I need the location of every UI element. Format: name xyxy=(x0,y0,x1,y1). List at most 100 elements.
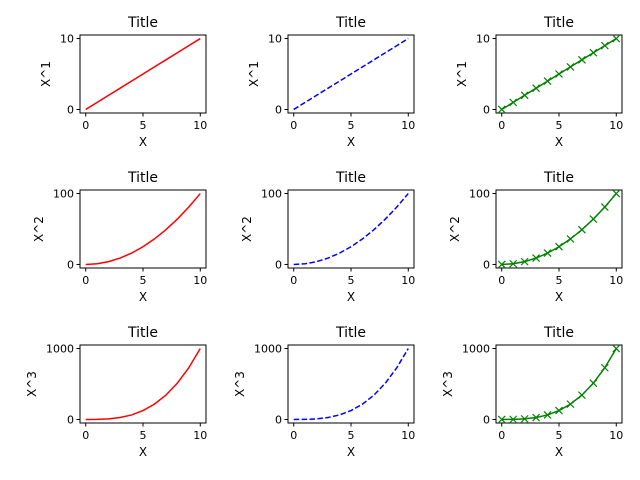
y-tick-label: 10 xyxy=(476,33,490,46)
y-axis-label: X^2 xyxy=(32,216,46,242)
x-tick-label: 10 xyxy=(193,119,207,132)
y-tick-label: 100 xyxy=(469,188,490,201)
axes-frame xyxy=(79,189,207,269)
x-tick-label: 0 xyxy=(290,274,297,287)
series-line xyxy=(85,348,201,421)
x-tick-label: 10 xyxy=(401,274,415,287)
axes-frame xyxy=(495,189,623,269)
data-point-marker xyxy=(566,235,575,243)
x-tick-label: 0 xyxy=(290,429,297,442)
y-tick-label: 100 xyxy=(261,188,282,201)
data-point-marker xyxy=(612,189,621,198)
series-line xyxy=(85,193,201,266)
x-tick-label: 5 xyxy=(140,429,147,442)
x-axis-label: X xyxy=(347,445,355,459)
data-point-marker xyxy=(600,203,609,211)
y-axis-label: X^1 xyxy=(39,61,53,87)
series-line xyxy=(85,37,201,111)
data-point-marker xyxy=(577,225,586,234)
x-tick-label: 5 xyxy=(140,119,147,132)
subplot-title: Title xyxy=(335,15,366,31)
data-point-marker xyxy=(520,257,529,266)
x-axis-label: X xyxy=(555,290,563,304)
x-axis-label: X xyxy=(139,290,147,304)
data-point-marker xyxy=(543,77,552,86)
data-point-marker xyxy=(497,260,506,269)
x-tick-label: 10 xyxy=(401,119,415,132)
y-axis-label: X^1 xyxy=(455,61,469,87)
y-tick-label: 0 xyxy=(275,258,282,271)
y-axis-label: X^3 xyxy=(233,371,247,397)
y-tick-label: 1000 xyxy=(254,343,282,356)
subplot-title: Title xyxy=(127,325,158,341)
subplot-7: Title 0 5 10 0 1000 X X^3 xyxy=(25,325,207,459)
y-tick-label: 0 xyxy=(67,258,74,271)
x-tick-label: 0 xyxy=(290,119,297,132)
y-tick-label: 1000 xyxy=(46,343,74,356)
data-point-marker xyxy=(589,215,598,223)
data-point-marker xyxy=(577,55,586,64)
data-point-marker xyxy=(520,91,529,100)
subplot-title: Title xyxy=(127,170,158,186)
x-tick-label: 5 xyxy=(556,429,563,442)
y-axis-label: X^2 xyxy=(448,216,462,242)
y-tick-label: 100 xyxy=(53,188,74,201)
data-point-marker xyxy=(509,415,518,424)
data-point-marker xyxy=(532,254,541,262)
series-line xyxy=(293,37,409,111)
x-axis-label: X xyxy=(347,135,355,149)
data-point-marker xyxy=(509,98,518,107)
y-tick-label: 0 xyxy=(275,413,282,426)
data-point-marker xyxy=(543,410,552,419)
y-tick-label: 0 xyxy=(275,103,282,116)
x-axis-label: X xyxy=(347,290,355,304)
axes-frame xyxy=(287,189,415,269)
x-tick-label: 5 xyxy=(348,119,355,132)
subplot-title: Title xyxy=(543,15,574,31)
subplot-title: Title xyxy=(335,325,366,341)
data-point-marker xyxy=(497,105,506,114)
data-point-marker xyxy=(577,391,586,400)
series-line xyxy=(293,348,409,421)
x-tick-label: 5 xyxy=(348,274,355,287)
data-point-marker xyxy=(509,259,518,268)
y-tick-label: 10 xyxy=(60,33,74,46)
x-axis-label: X xyxy=(555,135,563,149)
y-axis-label: X^3 xyxy=(441,371,455,397)
data-point-marker xyxy=(600,41,609,50)
subplot-9: Title 0 5 10 0 1000 X X^3 xyxy=(441,325,623,459)
subplot-title: Title xyxy=(543,170,574,186)
y-tick-label: 0 xyxy=(483,413,490,426)
y-axis-label: X^3 xyxy=(25,371,39,397)
data-point-marker xyxy=(555,406,563,415)
data-point-marker xyxy=(612,34,621,43)
data-point-marker xyxy=(589,379,598,388)
y-tick-label: 1000 xyxy=(462,343,490,356)
data-point-marker xyxy=(566,62,575,71)
x-tick-label: 0 xyxy=(498,119,505,132)
data-point-marker xyxy=(543,249,552,258)
x-tick-label: 10 xyxy=(609,429,623,442)
y-tick-label: 0 xyxy=(483,103,490,116)
series-line xyxy=(501,348,617,421)
subplot-1: Title 0 5 10 0 10 X X^1 xyxy=(39,15,207,149)
data-point-marker xyxy=(532,413,541,422)
x-tick-label: 10 xyxy=(193,429,207,442)
x-axis-label: X xyxy=(555,445,563,459)
y-tick-label: 0 xyxy=(67,103,74,116)
y-tick-label: 0 xyxy=(483,258,490,271)
data-point-marker xyxy=(520,414,529,423)
data-point-marker xyxy=(532,84,541,93)
subplot-2: Title 0 5 10 0 10 X X^1 xyxy=(247,15,415,149)
x-tick-label: 10 xyxy=(609,274,623,287)
x-tick-label: 0 xyxy=(82,119,89,132)
x-tick-label: 5 xyxy=(348,429,355,442)
y-axis-label: X^2 xyxy=(240,216,254,242)
x-tick-label: 5 xyxy=(556,274,563,287)
subplot-title: Title xyxy=(543,325,574,341)
series-line xyxy=(501,193,617,266)
x-tick-label: 0 xyxy=(82,429,89,442)
